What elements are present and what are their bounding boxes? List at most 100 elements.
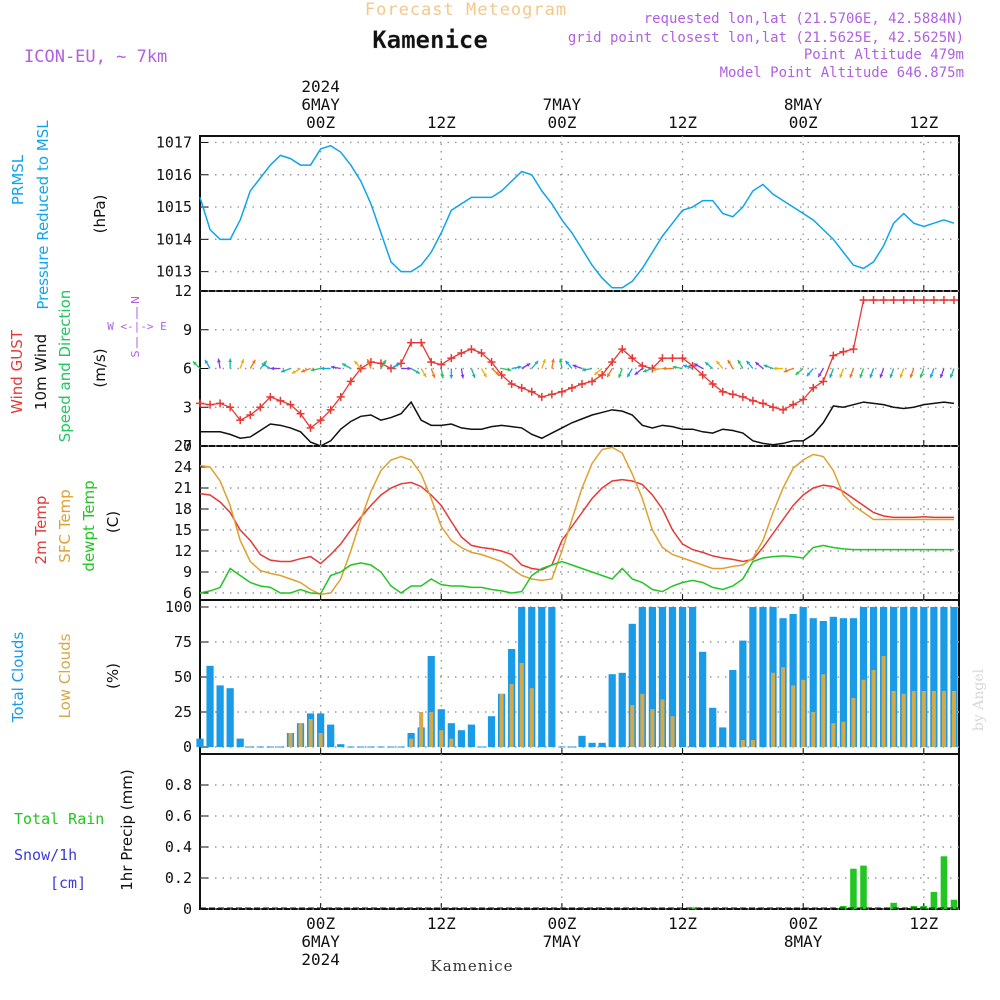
total-cloud-bar: [638, 607, 646, 747]
wind-direction-arrowhead: [526, 363, 531, 367]
total-cloud-bar: [216, 685, 224, 747]
total-cloud-bar: [729, 670, 737, 747]
clouds-panel: 0 25 50 75 100: [165, 598, 960, 756]
pressure-ytick-label: 1016: [156, 166, 192, 184]
total-cloud-bar: [196, 738, 204, 747]
wind-direction-arrowhead: [634, 371, 639, 375]
low-cloud-bar: [429, 712, 434, 747]
pressure-panel: 1013 1014 1015 1016 1017: [156, 133, 960, 292]
low-cloud-bar: [439, 730, 444, 747]
wind-ytick-label: 3: [183, 398, 192, 416]
bottom-time-label: 12Z: [427, 914, 456, 933]
rain-label: Total Rain: [14, 810, 104, 828]
low-cloud-bar: [941, 691, 946, 747]
t2m-label: 2m Temp: [32, 496, 50, 565]
wind-direction-arrowhead: [594, 371, 599, 375]
low-cloud-bar: [831, 723, 836, 747]
wind-direction-arrowhead: [471, 373, 476, 378]
total-cloud-bar: [327, 724, 335, 747]
total-cloud-bar: [950, 607, 958, 747]
bottom-time-label: 00Z: [306, 914, 335, 933]
total-cloud-bar: [467, 724, 476, 747]
wind-direction-arrowhead: [565, 360, 570, 365]
top-time-label: 12Z: [909, 113, 938, 132]
total-cloud-bar: [598, 742, 606, 747]
rain-bar: [930, 891, 938, 909]
wind-direction-arrowhead: [251, 359, 256, 364]
low-cloud-bar: [449, 738, 454, 747]
low-cloud-bar: [499, 693, 504, 747]
total-cloud-bar: [317, 713, 325, 747]
wind-direction-arrowhead: [572, 364, 577, 369]
total-cloud-bar: [890, 607, 898, 747]
total-cloud-bar: [528, 607, 536, 747]
total-cloud-bar: [538, 607, 546, 747]
temp-ytick-label: 27: [174, 437, 192, 455]
total-cloud-bar: [839, 618, 848, 747]
low-cloud-bar: [770, 672, 776, 747]
low-cloud-bar: [519, 663, 524, 747]
rain-bar: [910, 905, 918, 909]
total-cloud-bar: [226, 688, 234, 747]
wind-direction-arrowhead: [263, 360, 267, 365]
wind-direction-arrowhead: [366, 359, 371, 364]
pressure-line: [199, 144, 955, 289]
model-altitude: Model Point Altitude 646.875m: [720, 65, 964, 81]
total-cloud-bar: [236, 738, 244, 747]
temp-2m-line: [199, 478, 954, 571]
dewpt-label: dewpt Temp: [80, 480, 98, 571]
total-cloud-bar: [447, 723, 455, 747]
low-cloud-bar: [509, 684, 514, 747]
wind-direction-arrowhead: [382, 359, 386, 364]
low-clouds-label: Low Clouds: [56, 633, 74, 718]
low-cloud-bar: [660, 699, 665, 747]
wind-direction-arrowhead: [607, 373, 611, 378]
total-cloud-bar: [648, 607, 657, 747]
wind-direction-arrowhead: [415, 370, 420, 374]
wind-direction-arrowhead: [889, 373, 894, 378]
wind10-label: 10m Wind: [32, 334, 50, 410]
snow-label: Snow/1h: [14, 846, 77, 864]
clouds-ytick-label: 100: [165, 598, 192, 616]
wind-direction-arrowhead: [929, 373, 934, 378]
total-cloud-bar: [668, 607, 677, 747]
total-cloud-bar: [618, 672, 626, 747]
grid-coords: grid point closest lon,lat (21.5625E, 42…: [568, 30, 964, 46]
wind-direction-arrowhead: [542, 359, 546, 364]
low-cloud-bar: [288, 733, 293, 747]
wind-direction-arrowhead: [716, 360, 721, 365]
bottom-time-label: 12Z: [909, 914, 938, 933]
wind-direction-arrowhead: [642, 368, 647, 373]
precip-ytick-label: 0: [183, 900, 192, 918]
wind-direction-arrowhead: [517, 365, 522, 370]
wind-direction-arrowhead: [320, 366, 325, 371]
wind-direction-arrowhead: [859, 373, 864, 378]
total-cloud-bar: [829, 616, 837, 747]
rain-bar: [689, 907, 696, 909]
wind-ytick-label: 0: [183, 437, 192, 455]
wind-direction-arrowhead: [806, 372, 811, 377]
total-cloud-bar: [799, 607, 807, 747]
wind-direction-arrowhead: [291, 370, 296, 374]
precip-ytick-label: 0.4: [165, 838, 192, 856]
wind-direction-arrowhead: [683, 364, 688, 369]
low-cloud-bar: [650, 709, 655, 747]
wind-direction-arrowhead: [270, 366, 274, 371]
bottom-time-label: 6MAY: [301, 932, 340, 951]
total-cloud-bar: [859, 607, 868, 747]
bottom-time-label: 00Z: [789, 914, 818, 933]
model-label: ICON-EU, ~ 7km: [24, 47, 167, 67]
wind-direction-arrowhead: [192, 361, 197, 366]
wind-direction-arrowhead: [727, 359, 732, 364]
low-cloud-bar: [640, 693, 645, 747]
total-cloud-bar: [628, 623, 636, 747]
compass-s: S: [129, 350, 142, 357]
wind-speed-line: [200, 400, 955, 447]
wind-direction-arrowhead: [205, 359, 209, 364]
rain-bar: [950, 899, 958, 909]
total-cloud-bar: [678, 607, 687, 747]
total-cloud-bar: [900, 607, 908, 747]
low-cloud-bar: [801, 679, 806, 747]
wind-panel: 0 3 6 9 12: [174, 282, 960, 455]
